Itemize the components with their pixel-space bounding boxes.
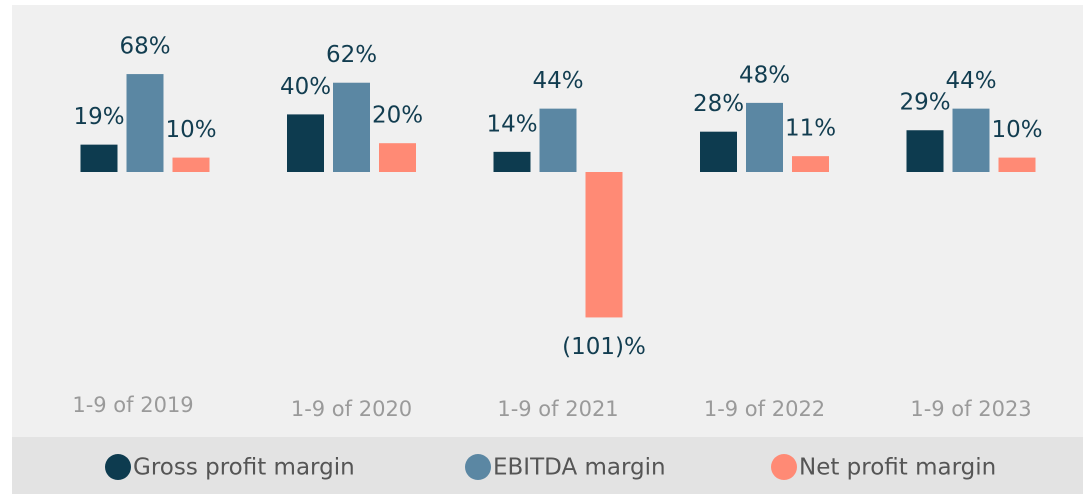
bar	[333, 82, 370, 172]
value-label: 10%	[165, 117, 216, 143]
bar	[998, 157, 1036, 172]
bar	[906, 130, 944, 172]
bar	[792, 156, 829, 172]
value-label: (101)%	[562, 334, 646, 360]
legend-label: Gross profit margin	[133, 455, 355, 481]
legend-marker	[105, 454, 131, 480]
bar	[539, 108, 577, 172]
legend-marker	[465, 454, 491, 480]
bar	[700, 131, 737, 172]
x-tick-label: 1-9 of 2019	[72, 393, 193, 417]
legend-marker	[771, 454, 797, 480]
value-label: 19%	[73, 104, 124, 130]
legend-label: Net profit margin	[799, 455, 996, 481]
value-label: 11%	[785, 116, 836, 142]
value-label: 62%	[326, 42, 377, 68]
bar	[952, 108, 990, 172]
bar	[746, 102, 783, 172]
bar	[172, 157, 210, 172]
x-tick-label: 1-9 of 2023	[910, 397, 1031, 421]
value-label: 68%	[119, 34, 170, 60]
value-label: 28%	[693, 91, 744, 117]
value-label: 44%	[532, 68, 583, 94]
x-tick-label: 1-9 of 2021	[497, 397, 618, 421]
bar	[379, 143, 416, 172]
bar	[80, 144, 118, 172]
value-label: 10%	[991, 117, 1042, 143]
bar	[493, 151, 531, 172]
value-label: 20%	[372, 103, 423, 129]
x-tick-label: 1-9 of 2022	[704, 397, 825, 421]
legend-background	[12, 437, 1083, 494]
value-label: 29%	[899, 90, 950, 116]
value-label: 44%	[945, 68, 996, 94]
value-label: 48%	[739, 62, 790, 88]
bar	[585, 172, 623, 318]
plot-background	[12, 5, 1083, 437]
bar	[287, 114, 324, 172]
value-label: 14%	[486, 111, 537, 137]
x-tick-label: 1-9 of 2020	[291, 397, 412, 421]
bar	[126, 74, 164, 172]
legend-label: EBITDA margin	[493, 455, 666, 481]
value-label: 40%	[280, 74, 331, 100]
